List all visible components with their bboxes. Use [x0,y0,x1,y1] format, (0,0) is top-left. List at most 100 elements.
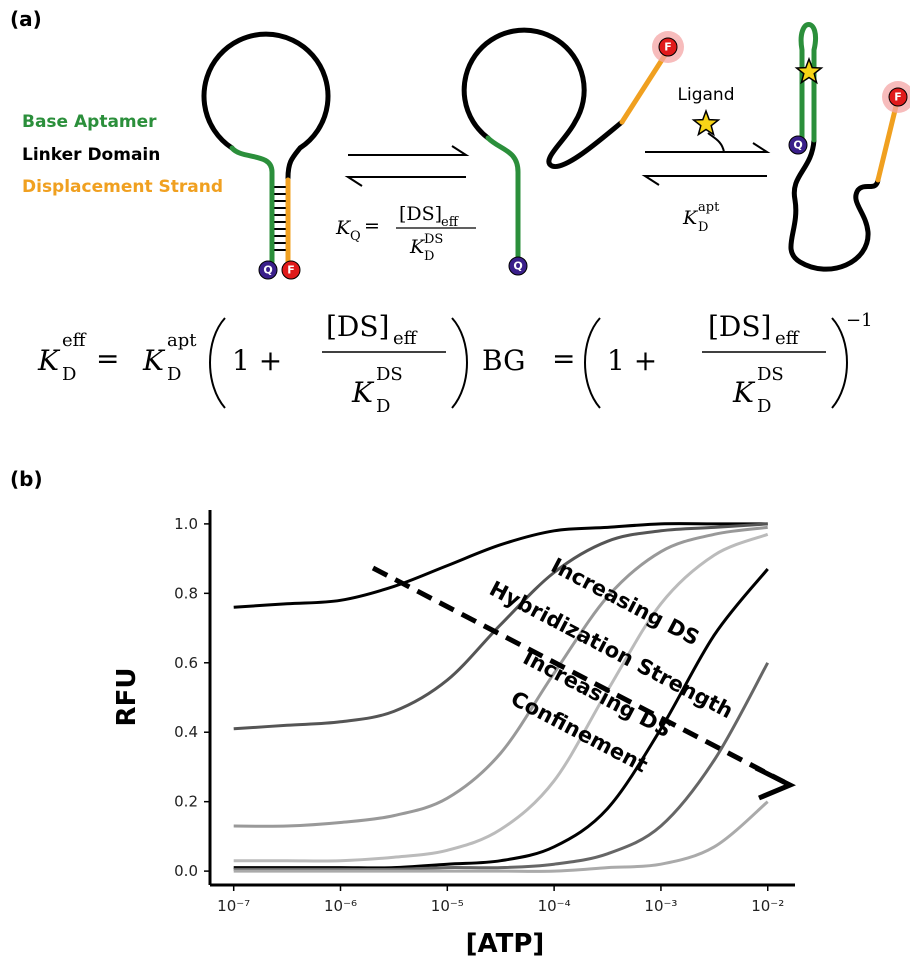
linker [201,31,331,181]
y-tick-label: 1.0 [174,515,198,533]
y-tick-label: 0.6 [174,654,198,672]
data-line [233,532,769,863]
x-tick-label: 10⁻⁶ [324,897,357,915]
x-tick-label: 10⁻⁴ [538,897,571,915]
eq-text: D [757,396,771,417]
equilibrium-arrows [344,132,771,187]
linker [788,137,881,272]
fluorophore [888,87,908,107]
x-tick-label: 10⁻² [751,897,784,915]
eq-text: D [424,249,434,264]
eq-text: = [96,342,119,375]
legend-entry: Linker Domain [22,145,160,165]
eq-text: DS [757,364,784,385]
eq-text: D [62,364,76,385]
linker [461,27,625,169]
eq-text: D [698,220,708,235]
parenthesis [831,317,848,409]
arrow [641,175,767,186]
data-line [233,522,768,731]
eq-text: [DS] [399,203,442,225]
eq-text: K [409,236,426,258]
panel-label: (b) [10,467,43,491]
data-line [233,568,769,870]
eq-text: eff [62,330,87,351]
fluorophore-label: F [894,91,902,104]
eq-text: K [732,376,756,409]
eq-text: = [364,215,380,237]
data-line [233,800,769,873]
legend-entry: Base Aptamer [22,112,157,132]
eq-text: D [376,396,390,417]
arrow [344,176,466,187]
eq-text: apt [167,330,197,351]
data-line [233,525,768,828]
ligand-arrow [707,132,725,153]
plot-area: 10⁻⁷ 10⁻⁶ 10⁻⁵ 10⁻⁴ 10⁻³ 10⁻² 0.0 0.2 0.4 0.6 0.8 1… [174,510,795,915]
eq-text: BG [482,344,525,377]
parenthesis [451,317,468,409]
eq-text: eff [775,328,800,349]
aptamer [798,22,818,143]
fluorophore [281,260,301,280]
eq-text: eff [441,215,460,230]
fluorophore-label: F [664,41,672,54]
y-tick-label: 0.2 [174,793,198,811]
x-tick-label: 10⁻⁵ [431,897,464,915]
eq-text: K [335,217,352,239]
fluorophore-label: F [287,264,295,277]
base-pairs [274,186,286,251]
eq-text: D [167,364,181,385]
ligand-star [794,56,824,85]
eq-text: DS [424,232,443,247]
trend-arrowhead [754,765,796,801]
displacement-strand [619,49,670,125]
aptamer [485,135,521,261]
y-axis-label: RFU [112,668,142,727]
y-tick-label: 0.8 [174,584,198,602]
arrow [645,142,771,153]
trend-arrow [371,565,786,785]
legend-entry: Displacement Strand [22,177,223,197]
data-line [233,522,768,609]
eq-text: [DS] [326,310,389,343]
ligand-star [691,108,721,137]
eq-text: K [142,344,166,377]
eq-text: Q [350,229,361,244]
aptamer [229,145,275,265]
x-tick-label: 10⁻³ [644,897,677,915]
eq-text: K [682,207,699,229]
eq-text: 1 + [232,344,282,377]
quencher-label: Q [263,264,272,277]
eq-text: [DS] [708,310,771,343]
panel-label: (a) [10,7,42,31]
fluorophore [658,37,678,57]
eq-text: 1 + [607,344,657,377]
eq-text: −1 [846,310,873,331]
eq-text: K [37,344,61,377]
x-axis-label: [ATP] [466,929,545,956]
data-line [233,662,770,872]
structure-2 [461,27,670,261]
displacement-strand [875,99,900,183]
quencher [788,135,808,155]
ligand-label: Ligand [678,85,735,105]
y-tick-label: 0.0 [174,862,198,880]
x-tick-label: 10⁻⁷ [217,897,250,915]
quencher-label: Q [793,139,802,152]
quencher [508,256,528,276]
y-tick-label: 0.4 [174,723,198,741]
eq-text: = [552,342,575,375]
eq-text: K [351,376,375,409]
parenthesis [209,317,226,409]
structure-1 [201,31,331,265]
quencher [258,260,278,280]
parenthesis [584,317,601,409]
eq-text: DS [376,364,403,385]
structure-3 [788,22,900,272]
quencher-label: Q [513,260,522,273]
eq-text: eff [393,328,418,349]
eq-text: apt [698,200,720,215]
